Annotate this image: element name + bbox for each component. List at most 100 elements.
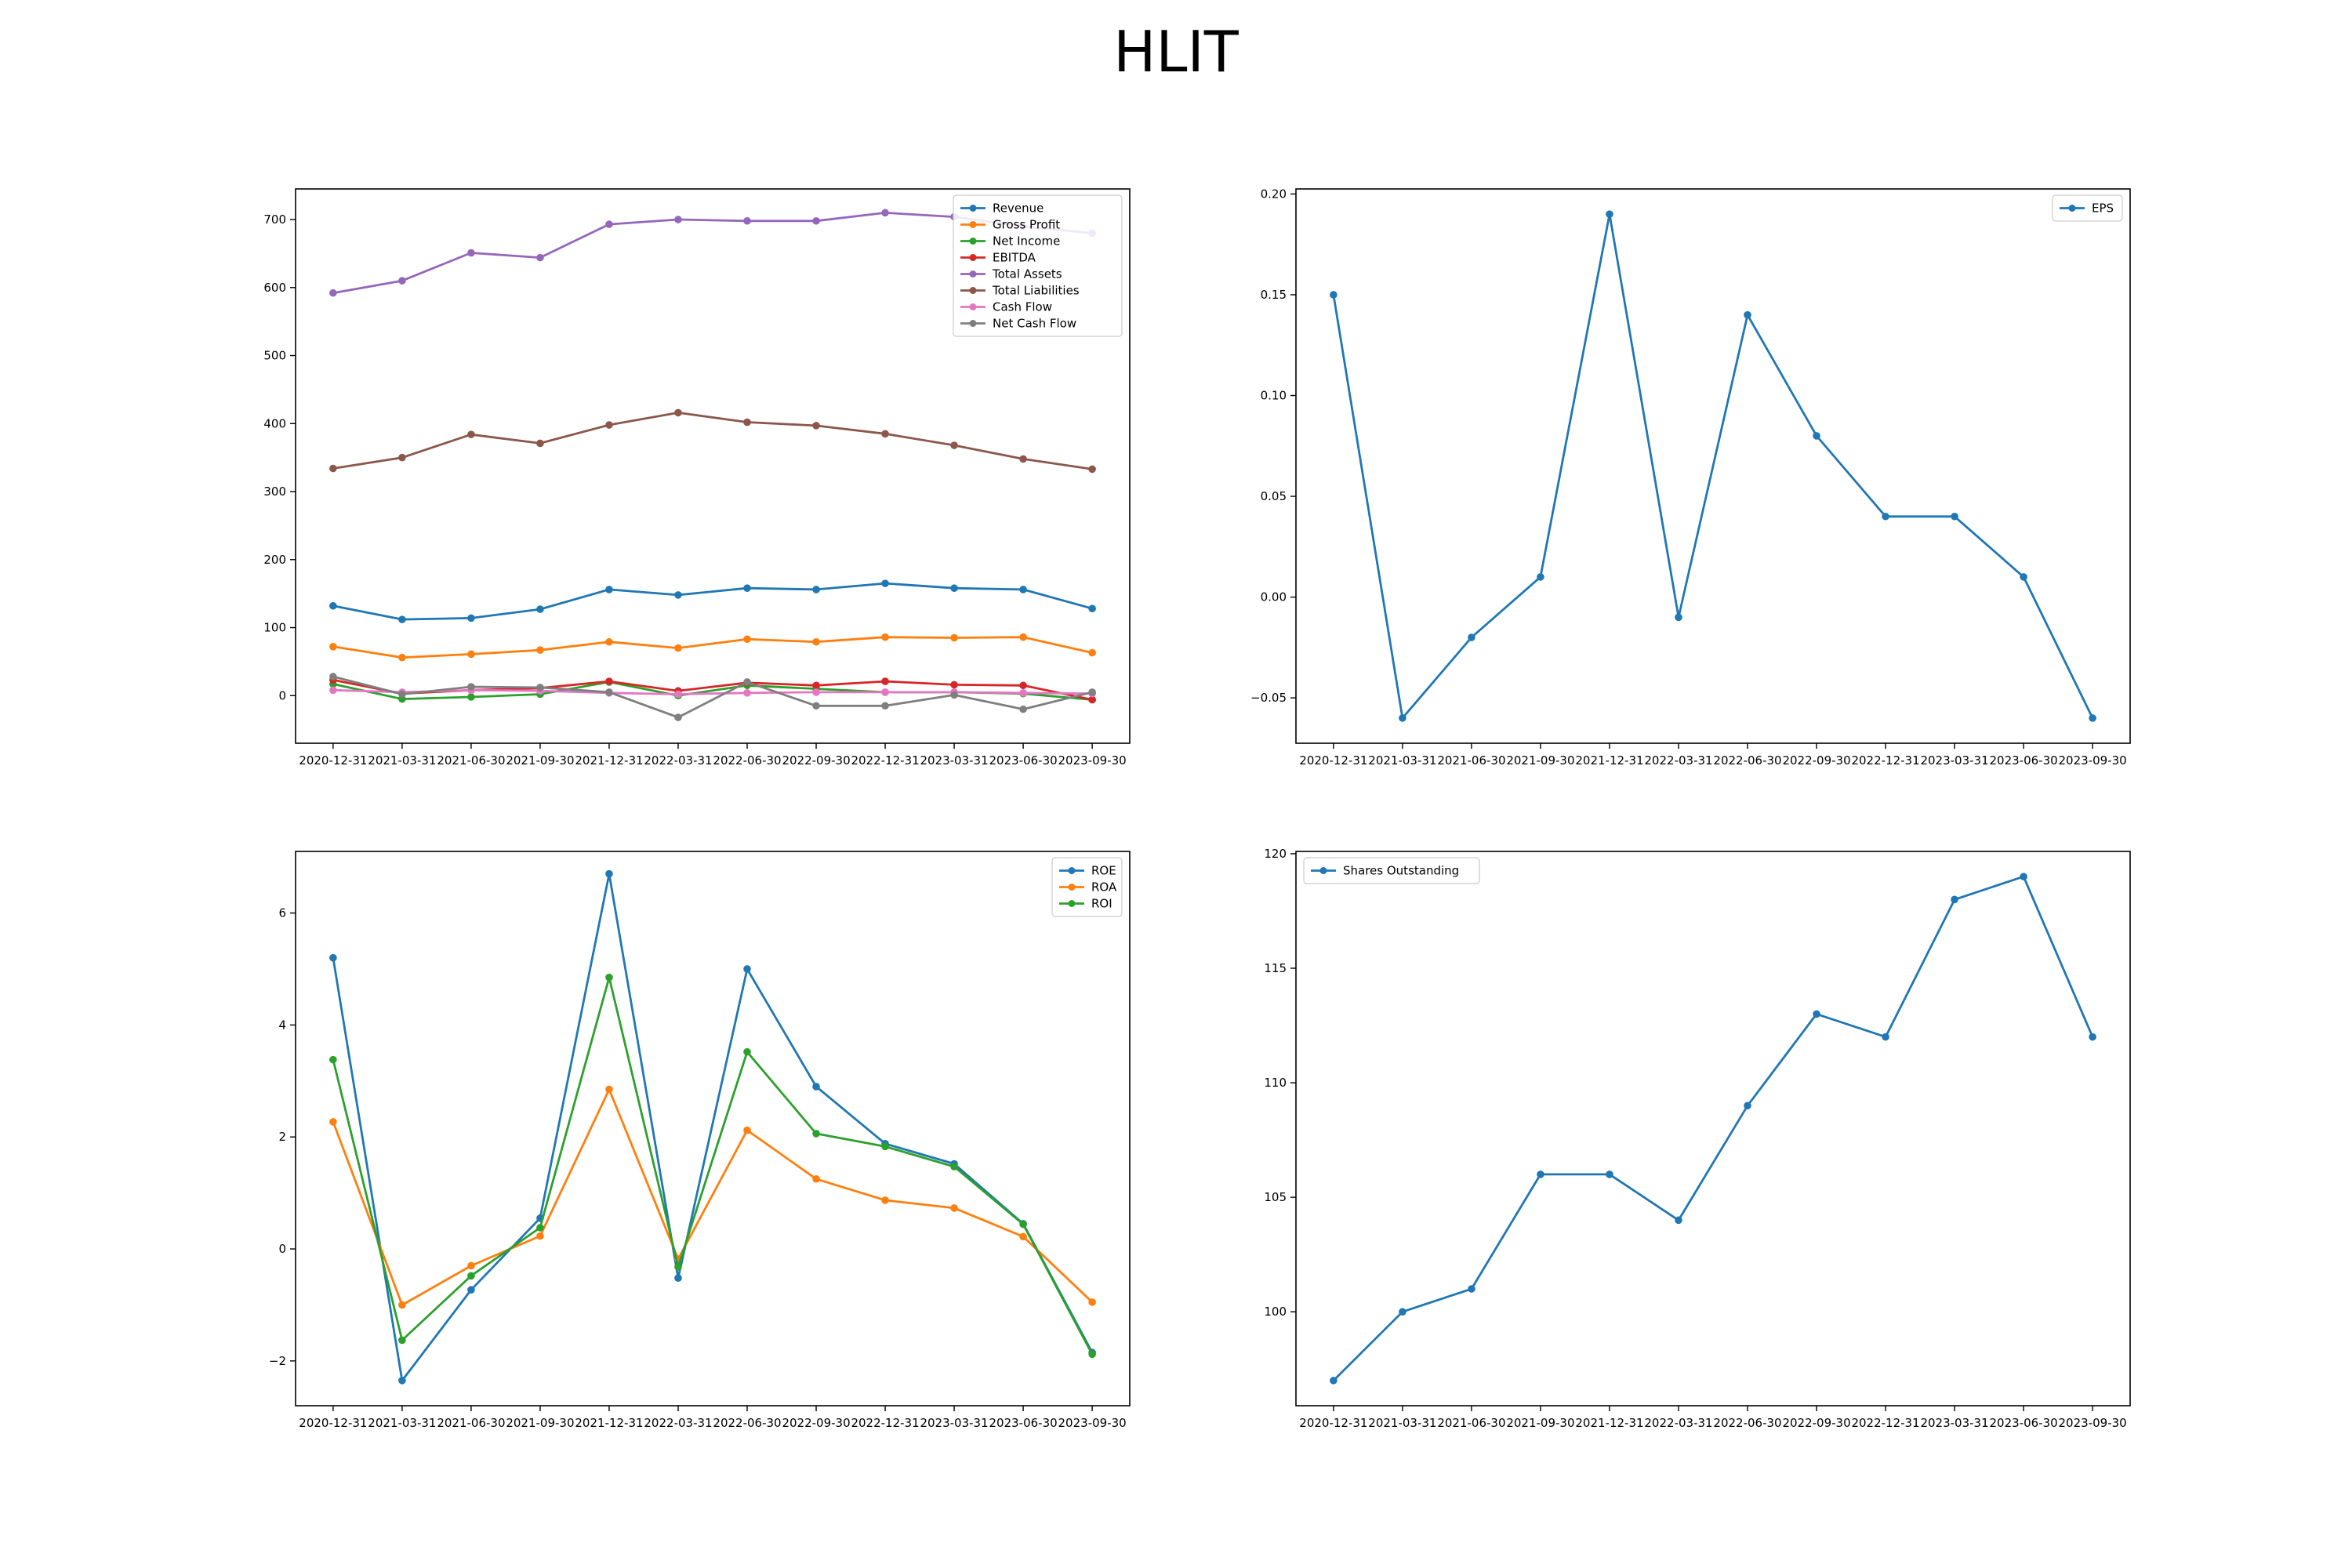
legend: Shares Outstanding xyxy=(1303,857,1480,884)
data-point xyxy=(2020,573,2027,581)
y-tick-label: 120 xyxy=(1264,847,1287,861)
eps-chart: 2020-12-31 2021-03-31 2021-06-30 2021-09-30… xyxy=(1250,187,2131,768)
data-point xyxy=(743,689,751,697)
legend-label: ROA xyxy=(1091,880,1117,895)
x-tick-label: 2021-12-31 xyxy=(575,1416,643,1430)
x-tick-label: 2022-12-31 xyxy=(851,753,919,768)
data-point xyxy=(674,690,682,699)
data-point xyxy=(950,1204,958,1212)
data-point xyxy=(950,691,958,699)
data-point xyxy=(1399,1308,1406,1316)
data-point xyxy=(1088,604,1096,613)
x-tick-label: 2022-06-30 xyxy=(713,1416,781,1430)
x-tick-label: 2023-09-30 xyxy=(2059,753,2127,768)
data-point xyxy=(398,615,406,623)
x-tick-label: 2023-09-30 xyxy=(1058,1416,1127,1430)
x-tick-label: 2021-09-30 xyxy=(506,1416,574,1430)
series-roa xyxy=(329,1085,1096,1309)
series-roe xyxy=(329,869,1096,1385)
data-point xyxy=(1882,512,1889,521)
data-point xyxy=(1537,1171,1544,1178)
x-tick-label: 2023-09-30 xyxy=(1058,753,1127,768)
legend-marker xyxy=(969,287,977,294)
data-point xyxy=(605,973,613,982)
data-point xyxy=(605,421,613,429)
legend-label: Cash Flow xyxy=(993,300,1052,314)
series-line xyxy=(332,675,1093,719)
legend-label: ROE xyxy=(1091,864,1116,878)
data-point xyxy=(1019,689,1027,697)
data-point xyxy=(743,216,751,225)
x-tick-label: 2022-09-30 xyxy=(1782,1416,1850,1430)
legend-box xyxy=(1303,857,1480,884)
data-point xyxy=(812,1130,820,1138)
y-tick-label: 100 xyxy=(263,621,286,635)
x-tick-label: 2023-06-30 xyxy=(1990,1416,2058,1430)
legend-label: Net Income xyxy=(993,234,1060,249)
x-tick-label: 2022-12-31 xyxy=(1851,753,1919,768)
legend-marker xyxy=(969,254,977,261)
data-point xyxy=(743,1126,751,1134)
data-point xyxy=(1468,633,1475,641)
y-tick-label: 0 xyxy=(278,688,286,702)
y-tick-label: −0.05 xyxy=(1250,691,1287,705)
data-point xyxy=(605,586,613,593)
data-point xyxy=(467,650,475,659)
data-point xyxy=(1882,1033,1889,1041)
x-tick-label: 2021-09-30 xyxy=(1506,753,1574,768)
y-tick-label: 2 xyxy=(278,1130,286,1144)
y-tick-label: 110 xyxy=(1264,1076,1287,1090)
data-point xyxy=(2089,714,2096,722)
data-point xyxy=(881,209,889,217)
data-point xyxy=(743,678,751,686)
data-point xyxy=(950,584,958,593)
x-tick-label: 2022-09-30 xyxy=(782,753,850,768)
x-tick-label: 2021-06-30 xyxy=(1437,1416,1505,1430)
data-point xyxy=(881,1196,889,1204)
data-point xyxy=(674,644,682,652)
data-point xyxy=(743,965,751,973)
x-tick-label: 2021-06-30 xyxy=(437,753,505,768)
legend-label: Revenue xyxy=(993,201,1044,216)
data-point xyxy=(1951,895,1958,904)
series-roi xyxy=(329,973,1096,1359)
x-tick-label: 2022-06-30 xyxy=(713,753,781,768)
x-tick-label: 2023-03-31 xyxy=(1920,1416,1988,1430)
data-point xyxy=(1019,586,1027,593)
x-tick-label: 2020-12-31 xyxy=(299,1416,367,1430)
legend-label: Net Cash Flow xyxy=(993,317,1076,331)
legend-marker xyxy=(969,221,977,228)
data-point xyxy=(812,681,820,690)
x-tick-label: 2022-03-31 xyxy=(644,753,712,768)
data-point xyxy=(2020,873,2027,880)
data-point xyxy=(1088,648,1096,657)
data-point xyxy=(467,693,475,701)
y-tick-label: 500 xyxy=(263,349,286,363)
data-point xyxy=(605,677,613,685)
series-revenue xyxy=(329,579,1096,623)
x-tick-label: 2022-03-31 xyxy=(1644,1416,1712,1430)
legend-label: EBITDA xyxy=(993,251,1036,265)
legend-label: Shares Outstanding xyxy=(1343,864,1459,878)
data-point xyxy=(812,1174,820,1183)
axes-frame xyxy=(1295,851,2131,1406)
data-point xyxy=(1019,1220,1027,1229)
data-point xyxy=(1399,714,1406,722)
data-point xyxy=(881,1142,889,1151)
series-gross-profit xyxy=(329,633,1096,662)
series-line xyxy=(332,636,1093,659)
legend-marker xyxy=(2068,205,2076,212)
data-point xyxy=(329,686,337,695)
x-tick-label: 2021-03-31 xyxy=(368,753,436,768)
x-tick-label: 2022-12-31 xyxy=(1851,1416,1919,1430)
y-tick-label: 600 xyxy=(263,281,286,295)
data-point xyxy=(1606,1171,1613,1178)
data-point xyxy=(674,713,682,721)
data-point xyxy=(1088,688,1096,696)
axes-frame xyxy=(295,851,1131,1406)
data-point xyxy=(1019,681,1027,690)
data-point xyxy=(881,579,889,587)
y-tick-label: 0.05 xyxy=(1261,489,1287,503)
data-point xyxy=(881,430,889,438)
data-point xyxy=(1744,310,1751,319)
